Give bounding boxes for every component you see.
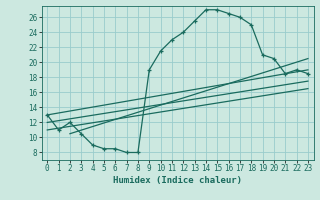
X-axis label: Humidex (Indice chaleur): Humidex (Indice chaleur) bbox=[113, 176, 242, 185]
